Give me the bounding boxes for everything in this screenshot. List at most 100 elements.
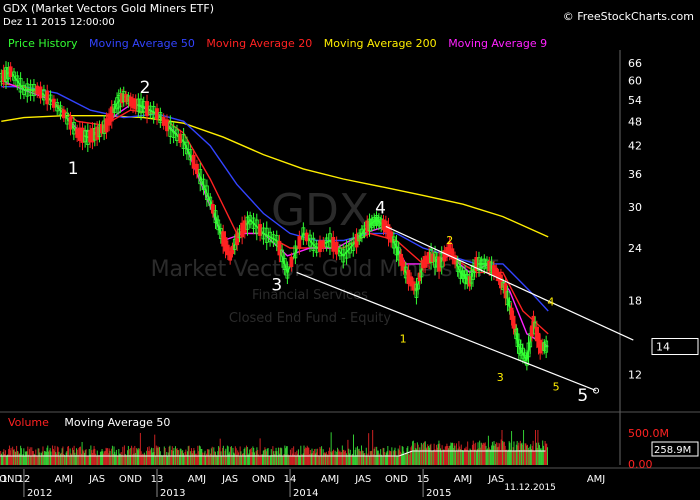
price-candle-body — [95, 126, 100, 140]
price-candle-body — [274, 235, 279, 247]
price-tick-label: 12 — [628, 369, 642, 382]
price-candle-body — [188, 149, 193, 161]
price-candle-body — [258, 224, 263, 236]
watermark-sector: Financial Services — [252, 288, 368, 303]
wave-labels: 1 2 3 4 5 1 2 3 4 5 — [68, 78, 588, 406]
trendline-1 — [296, 271, 597, 392]
legend-volume[interactable]: Volume — [8, 416, 49, 429]
price-candle-body — [503, 283, 508, 299]
series-lines — [0, 61, 549, 371]
chart-date: Dez 11 2015 12:00:00 — [3, 17, 115, 28]
price-candle-body — [191, 154, 196, 169]
time-tick-label: JAS — [354, 474, 371, 485]
wave-label-3: 3 — [497, 371, 504, 384]
last-price-box — [651, 338, 699, 356]
price-candle-body — [453, 255, 457, 265]
legend-ma20[interactable]: Moving Average 20 — [206, 37, 313, 50]
volume-tick-label: 500.0M — [628, 427, 669, 440]
price-candle-body — [223, 237, 228, 252]
brand-link[interactable]: © FreeStockCharts.com — [562, 10, 694, 23]
price-candle-body — [321, 240, 326, 249]
price-candle-body — [293, 245, 298, 259]
price-tick-label: 30 — [628, 201, 642, 214]
wave-label-3: 3 — [271, 276, 282, 296]
price-candle-body — [181, 134, 186, 149]
time-tick-label: AMJ — [454, 474, 472, 485]
last-volume-box — [651, 441, 699, 457]
price-candle-body — [213, 210, 218, 224]
axes: 6660544842363024181214500.0M0.00258.9M11… — [0, 57, 699, 499]
price-candle-body — [145, 101, 149, 117]
price-candle-body — [297, 236, 302, 249]
price-candle-body — [304, 232, 309, 242]
price-candle-body — [210, 204, 215, 214]
legend-ma200[interactable]: Moving Average 200 — [323, 37, 437, 50]
price-candle-body — [201, 178, 206, 191]
price-candle-body — [71, 122, 76, 135]
price-tick-label: 24 — [628, 242, 642, 255]
wave-label-2: 2 — [140, 78, 151, 98]
volume-tick-label: 0.00 — [628, 458, 653, 471]
volume-ma50-line — [0, 450, 546, 457]
price-candle-body — [90, 128, 95, 143]
price-candle-body — [374, 215, 379, 225]
price-candle-body — [216, 219, 221, 231]
watermark-industry: Closed End Fund - Equity — [229, 311, 392, 326]
price-candle-body — [8, 66, 13, 77]
price-candle-body — [369, 218, 374, 228]
time-tick-label: OND — [119, 474, 142, 485]
volume-legend: Volume Moving Average 50 — [8, 416, 182, 429]
price-candle-body — [447, 241, 452, 255]
legend-ma9[interactable]: Moving Average 9 — [448, 37, 548, 50]
last-volume-label: 258.9M — [654, 445, 691, 456]
price-candle-body — [401, 261, 406, 271]
price-candle-body — [427, 252, 431, 264]
trendlines — [296, 225, 634, 394]
price-candle-body — [376, 216, 381, 227]
price-candle-body — [51, 98, 56, 108]
price-candle-body — [499, 274, 503, 289]
legend-volume-ma50[interactable]: Moving Average 50 — [64, 416, 171, 429]
price-candle-body — [230, 245, 235, 255]
price-candle-body — [198, 169, 203, 185]
wave-label-1: 1 — [68, 159, 79, 179]
price-candle-body — [277, 240, 282, 256]
price-candle-body — [165, 119, 169, 132]
trendline-endpoint — [593, 387, 600, 394]
price-candle-body — [204, 185, 209, 200]
price-candle-body — [235, 232, 240, 246]
price-tick-label: 60 — [628, 75, 642, 88]
price-candle-body — [455, 260, 460, 272]
series-line-moving-average-200 — [1, 114, 549, 238]
price-tick-label: 18 — [628, 295, 642, 308]
price-candle-body — [289, 256, 294, 268]
price-candle-body — [1, 69, 6, 83]
time-tick-label: AMJ — [321, 474, 339, 485]
wave-label-2: 2 — [446, 234, 453, 247]
price-candle-body — [280, 249, 284, 263]
year-label: 2013 — [160, 488, 185, 499]
wave-label-5: 5 — [553, 381, 560, 394]
time-tick-label: JAS — [88, 474, 105, 485]
time-tick-label: AMJ — [587, 474, 605, 485]
price-tick-label: 42 — [628, 140, 642, 153]
price-candle-body — [334, 241, 339, 255]
price-candle-body — [99, 124, 104, 134]
cursor-date-label: 11.12.2015 — [504, 483, 556, 493]
price-candle-body — [285, 266, 290, 279]
time-tick-label: OND — [385, 474, 408, 485]
price-candle-body — [38, 86, 43, 99]
chart-legend: Price History Moving Average 50 Moving A… — [8, 37, 555, 50]
price-candle-body — [431, 253, 435, 262]
price-tick-label: 66 — [628, 57, 642, 70]
time-tick-label: AMJ — [188, 474, 206, 485]
legend-price-history[interactable]: Price History — [8, 37, 78, 50]
legend-ma50[interactable]: Moving Average 50 — [88, 37, 195, 50]
price-tick-label: 54 — [628, 94, 642, 107]
price-candle-body — [185, 141, 189, 155]
watermark-symbol: GDX — [271, 185, 369, 236]
price-candle-body — [68, 117, 73, 130]
price-candle-body — [228, 251, 233, 261]
price-candle-body — [463, 270, 467, 284]
